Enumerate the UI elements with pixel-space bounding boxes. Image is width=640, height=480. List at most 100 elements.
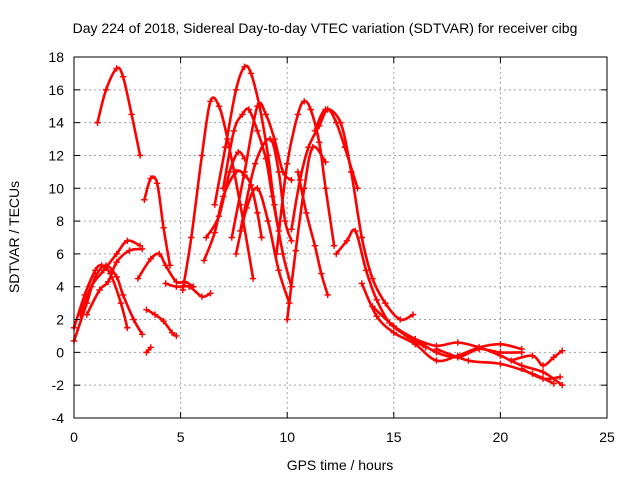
data-point [143, 349, 150, 356]
x-axis-label: GPS time / hours [287, 457, 394, 473]
data-point [507, 357, 515, 364]
series-track-20 [288, 106, 361, 233]
x-tick-label: 10 [279, 429, 295, 445]
data-point [87, 283, 95, 290]
data-point [518, 349, 525, 356]
data-point [153, 180, 161, 187]
data-point [301, 98, 308, 105]
data-point [139, 245, 146, 253]
series-track-7 [143, 306, 180, 340]
data-point [232, 168, 240, 176]
data-point [324, 291, 331, 299]
series-track-21 [284, 144, 329, 323]
data-series [70, 63, 566, 389]
y-tick-label: 6 [56, 246, 64, 262]
data-point [262, 111, 270, 118]
data-point [173, 332, 180, 340]
x-tick-label: 20 [493, 429, 509, 445]
data-point [411, 336, 419, 343]
chart-title: Day 224 of 2018, Sidereal Day-to-day VTE… [73, 20, 578, 36]
data-point [222, 144, 229, 151]
y-tick-label: 12 [48, 147, 64, 163]
data-point [179, 286, 186, 294]
data-point [292, 247, 299, 254]
data-point [232, 250, 240, 258]
data-point [100, 267, 108, 274]
series-track-27 [411, 336, 566, 389]
data-point [322, 106, 329, 113]
data-point [347, 168, 355, 176]
data-point [433, 345, 440, 353]
data-point [134, 275, 142, 282]
data-point [309, 144, 316, 151]
data-point [92, 267, 99, 274]
data-point [369, 275, 376, 282]
series-line [334, 228, 428, 349]
data-point [294, 111, 302, 118]
data-point [141, 196, 148, 203]
data-point [322, 158, 329, 166]
data-point [454, 339, 461, 346]
y-tick-label: -4 [52, 410, 65, 426]
series-track-8 [143, 344, 154, 356]
data-point [130, 316, 137, 323]
data-point [373, 313, 380, 320]
y-tick-label: 18 [48, 49, 64, 65]
x-tick-label: 25 [599, 429, 615, 445]
data-point [254, 103, 261, 110]
data-point [230, 127, 238, 135]
series-line [72, 264, 144, 343]
axis-ticks: 0 5 10 15 20 25 -4 -2 0 2 4 6 8 10 12 14 16 18 [48, 49, 615, 445]
data-point [113, 273, 120, 281]
series-line [234, 186, 291, 305]
data-point [247, 70, 255, 77]
data-point [202, 234, 210, 241]
data-point [83, 311, 90, 318]
data-point [162, 280, 169, 287]
series-track-30 [518, 365, 564, 382]
data-point [124, 324, 131, 331]
data-point [358, 280, 366, 287]
data-point [198, 293, 206, 300]
data-point [433, 357, 440, 364]
data-point [139, 331, 146, 338]
data-point [147, 255, 154, 263]
data-point [275, 168, 282, 176]
data-point [390, 322, 397, 330]
data-point [156, 250, 163, 258]
data-point [550, 380, 557, 387]
data-point [239, 111, 246, 118]
data-point [215, 103, 223, 110]
x-tick-label: 0 [70, 429, 78, 445]
data-point [281, 217, 289, 225]
data-point [228, 234, 235, 241]
series-track-29 [507, 347, 566, 369]
data-point [352, 227, 359, 235]
data-point [245, 106, 253, 113]
data-point [497, 360, 504, 368]
series-track-22 [294, 168, 331, 299]
data-point [254, 127, 261, 135]
data-point [475, 344, 483, 351]
data-point [337, 119, 344, 126]
data-point [77, 311, 84, 318]
data-point [126, 247, 133, 254]
data-point [318, 270, 325, 277]
y-tick-label: 0 [56, 344, 64, 360]
data-point [258, 234, 265, 241]
data-point [307, 106, 314, 113]
data-point [162, 262, 169, 269]
series-track-5 [83, 245, 146, 318]
data-point [539, 368, 547, 376]
data-point [311, 242, 319, 249]
data-point [198, 152, 206, 159]
data-point [160, 224, 167, 231]
series-line [96, 66, 142, 157]
data-point [207, 98, 214, 105]
data-point [113, 258, 120, 266]
data-point [390, 329, 397, 336]
data-point [215, 212, 223, 220]
data-point [550, 354, 557, 361]
y-tick-label: 4 [56, 279, 64, 295]
data-point [465, 357, 472, 364]
